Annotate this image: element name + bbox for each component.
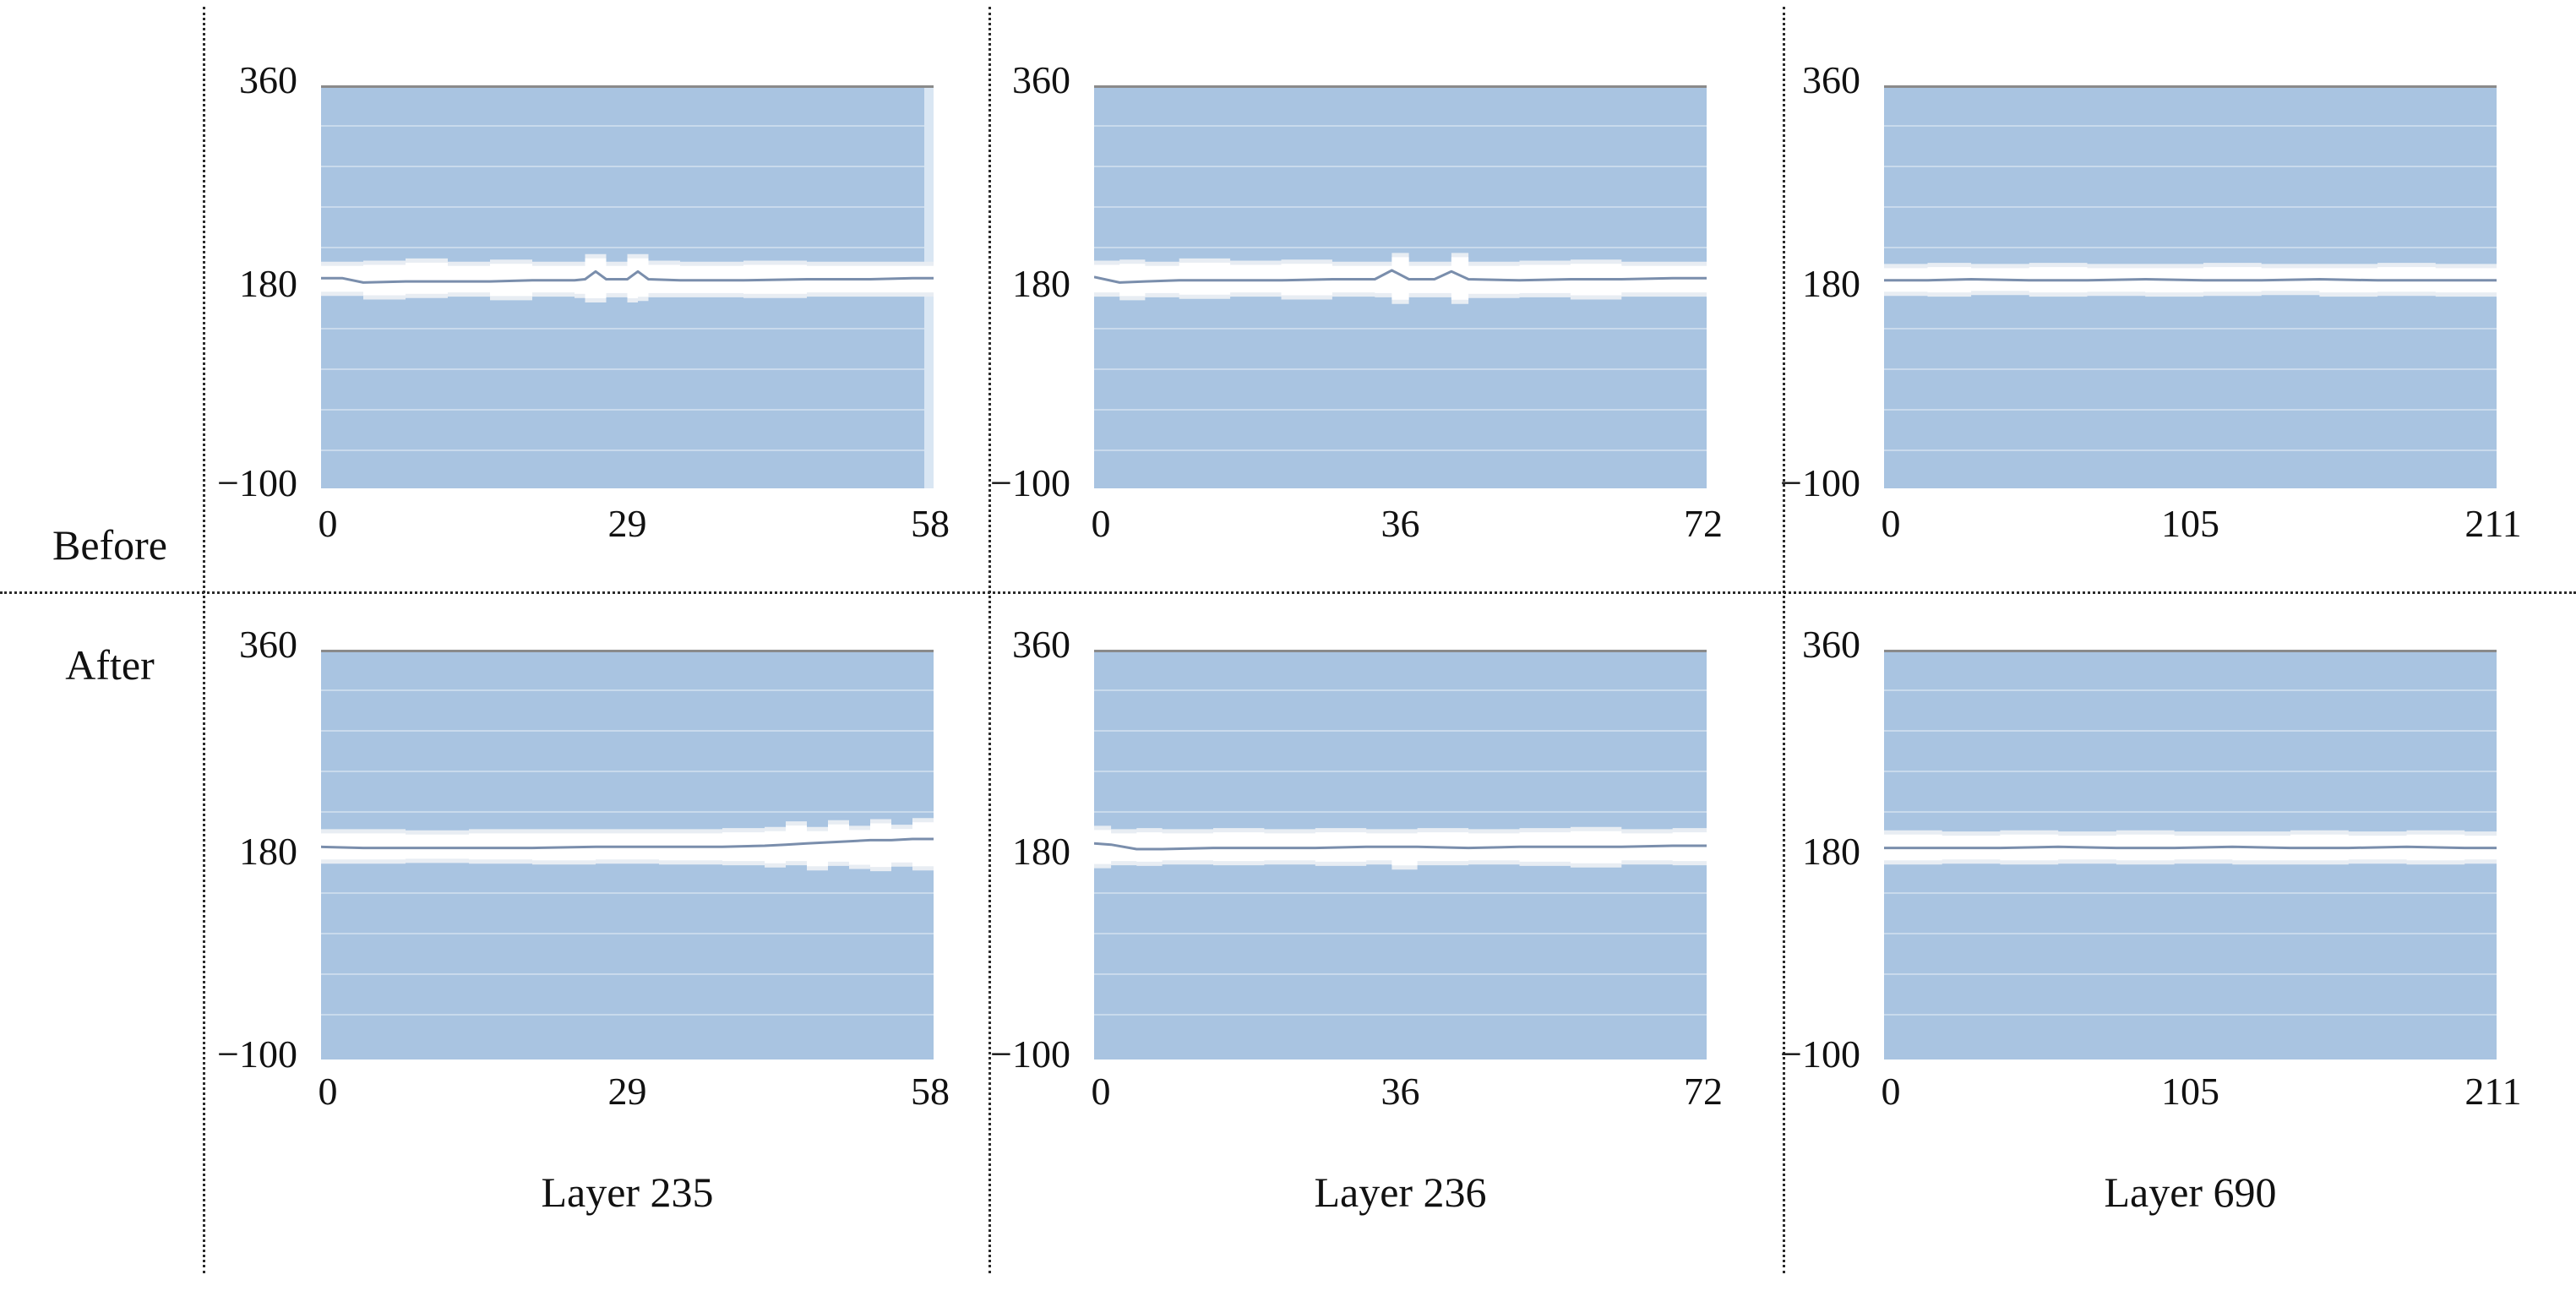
y-tick-180: 180 (239, 261, 297, 305)
x-tick: 72 (1684, 502, 1723, 545)
y-tick-neg100: −100 (217, 1032, 297, 1076)
plot-area-before-layer-690 (1884, 85, 2497, 488)
x-tick: 0 (1881, 1070, 1901, 1113)
y-tick-neg100: −100 (990, 461, 1070, 504)
plot-area-after-layer-690 (1884, 650, 2497, 1059)
x-tick: 36 (1381, 1070, 1420, 1113)
x-tick: 72 (1684, 1070, 1723, 1113)
y-tick-360: 360 (239, 58, 297, 101)
x-tick: 29 (607, 502, 647, 545)
y-tick-360: 360 (1802, 58, 1860, 101)
y-tick-180: 180 (1012, 829, 1070, 873)
x-tick: 58 (911, 1070, 950, 1113)
y-tick-360: 360 (239, 623, 297, 666)
column-separator-1 (988, 7, 991, 1273)
x-tick: 211 (2464, 502, 2522, 545)
y-tick-180: 180 (239, 829, 297, 873)
row-separator (0, 591, 2576, 594)
x-tick: 105 (2161, 502, 2219, 545)
column-separator-left (203, 7, 205, 1273)
x-tick: 0 (1881, 502, 1901, 545)
column-caption-layer-236: Layer 236 (1314, 1168, 1487, 1216)
plot-area-after-layer-236 (1094, 650, 1707, 1059)
column-caption-layer-235: Layer 235 (541, 1168, 714, 1216)
row-label-after: After (65, 641, 155, 689)
plot-area-before-layer-235 (321, 85, 934, 488)
y-tick-360: 360 (1012, 623, 1070, 666)
plot-area-after-layer-235 (321, 650, 934, 1059)
row-label-before: Before (52, 521, 168, 569)
y-tick-180: 180 (1012, 261, 1070, 305)
column-caption-layer-690: Layer 690 (2104, 1168, 2277, 1216)
x-tick: 0 (1091, 502, 1111, 545)
x-tick: 0 (318, 502, 338, 545)
y-tick-neg100: −100 (1780, 461, 1860, 504)
x-tick: 58 (911, 502, 950, 545)
x-tick: 0 (318, 1070, 338, 1113)
plot-area-before-layer-236 (1094, 85, 1707, 488)
x-tick: 105 (2161, 1070, 2219, 1113)
y-tick-neg100: −100 (217, 461, 297, 504)
y-tick-180: 180 (1802, 829, 1860, 873)
x-tick: 29 (607, 1070, 647, 1113)
y-tick-neg100: −100 (990, 1032, 1070, 1076)
y-tick-360: 360 (1012, 58, 1070, 101)
column-separator-2 (1783, 7, 1785, 1273)
y-tick-360: 360 (1802, 623, 1860, 666)
x-tick: 211 (2464, 1070, 2522, 1113)
y-tick-180: 180 (1802, 261, 1860, 305)
y-tick-neg100: −100 (1780, 1032, 1860, 1076)
x-tick: 36 (1381, 502, 1420, 545)
x-tick: 0 (1091, 1070, 1111, 1113)
